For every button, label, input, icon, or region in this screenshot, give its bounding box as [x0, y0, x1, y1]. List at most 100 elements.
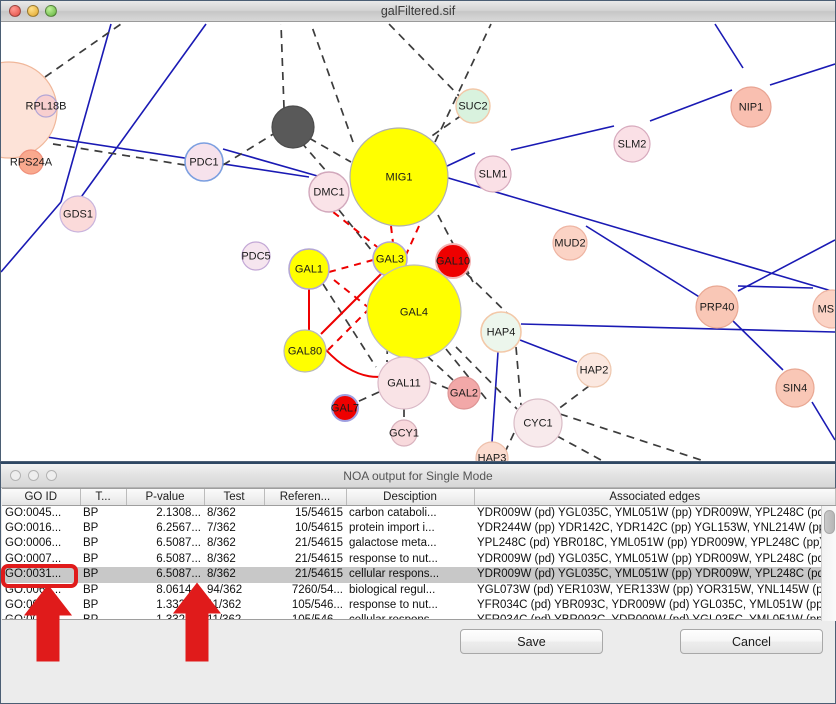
column-header-reference[interactable]: Referen...	[264, 489, 347, 506]
node-circle[interactable]	[730, 86, 772, 128]
node-circle[interactable]	[775, 368, 815, 408]
node-circle[interactable]	[283, 329, 327, 373]
graph-node[interactable]: SIN4	[775, 368, 815, 408]
node-circle[interactable]	[377, 356, 431, 410]
node-circle[interactable]	[513, 398, 563, 448]
graph-node[interactable]: HAP4	[480, 311, 522, 353]
save-button[interactable]: Save	[460, 629, 603, 654]
results-table-container[interactable]: GO ID T... P-value Test Referen... Desci…	[2, 488, 836, 621]
node-circle[interactable]	[474, 155, 512, 193]
node-circle[interactable]	[1, 61, 58, 159]
cell-reference: 105/546...	[264, 613, 346, 619]
results-table-body-scroll[interactable]: GO:0045... BP 2.1308... 8/362 15/54615 carbon…	[2, 506, 836, 619]
cell-type: BP	[80, 567, 126, 583]
graph-node[interactable]: CYC1	[513, 398, 563, 448]
close-button[interactable]	[10, 470, 21, 481]
node-circle[interactable]	[184, 142, 224, 182]
graph-node[interactable]: GAL80	[283, 329, 327, 373]
node-circle[interactable]	[308, 171, 350, 213]
node-circle[interactable]	[455, 88, 491, 124]
scrollbar-thumb[interactable]	[824, 510, 835, 534]
table-row[interactable]: GO:0031... BP 1.3324... 11/362 105/546... res…	[2, 598, 836, 613]
dialog-button-row: Save Cancel	[1, 621, 836, 661]
network-canvas[interactable]: RPL18B RPS24A GDS1 PDC1 PDC5 DMC1 MIG1 SUC2 SLM1…	[1, 22, 835, 461]
graph-node[interactable]	[1, 61, 58, 159]
table-row[interactable]: GO:0007... BP 6.5087... 8/362 21/54615 respon…	[2, 552, 836, 567]
cell-reference: 21/54615	[264, 567, 346, 583]
cancel-button[interactable]: Cancel	[680, 629, 823, 654]
graph-node[interactable]: GAL2	[447, 376, 481, 410]
minimize-button[interactable]	[27, 5, 39, 17]
graph-node[interactable]: SLM1	[474, 155, 512, 193]
pp-edge	[491, 351, 499, 443]
cell-description: galactose meta...	[349, 537, 437, 550]
graph-node[interactable]: SLM2	[613, 125, 651, 163]
column-header-p-value[interactable]: P-value	[126, 489, 205, 506]
graph-node[interactable]: PDC1	[184, 142, 224, 182]
node-circle[interactable]	[288, 248, 330, 290]
window-controls[interactable]	[9, 5, 57, 17]
node-circle[interactable]	[34, 94, 58, 118]
graph-node[interactable]: DMC1	[308, 171, 350, 213]
graph-node[interactable]: MSL5	[812, 289, 835, 329]
noa-titlebar[interactable]: NOA output for Single Mode	[1, 464, 835, 488]
column-header-go-id[interactable]: GO ID	[2, 489, 81, 506]
node-circle[interactable]	[447, 376, 481, 410]
graph-node[interactable]: GAL11	[377, 356, 431, 410]
graph-node[interactable]: PRP40	[695, 285, 739, 329]
node-circle[interactable]	[552, 225, 588, 261]
zoom-button[interactable]	[45, 5, 57, 17]
node-circle[interactable]	[331, 394, 359, 422]
column-header-type[interactable]: T...	[80, 489, 127, 506]
nodes-layer[interactable]: RPL18BRPS24AGDS1PDC1PDC5DMC1MIG1SUC2SLM1…	[1, 61, 835, 461]
node-circle[interactable]	[812, 289, 835, 329]
graph-node[interactable]: MIG1	[349, 127, 449, 227]
close-button[interactable]	[9, 5, 21, 17]
graph-node[interactable]: NIP1	[730, 86, 772, 128]
table-row[interactable]: GO:0031...BP1.3324...11/362105/546...cel…	[2, 613, 836, 619]
node-circle[interactable]	[613, 125, 651, 163]
node-circle[interactable]	[349, 127, 449, 227]
graph-node[interactable]: GDS1	[59, 195, 97, 233]
graph-node[interactable]	[271, 105, 315, 149]
zoom-button[interactable]	[46, 470, 57, 481]
node-circle[interactable]	[695, 285, 739, 329]
node-circle[interactable]	[475, 441, 509, 461]
graph-node[interactable]: GAL1	[288, 248, 330, 290]
pp-edge	[714, 23, 744, 69]
highlight-edge-dashed	[328, 259, 374, 273]
table-row[interactable]: GO:0045... BP 2.1308... 8/362 15/54615 carbon…	[2, 506, 836, 521]
noa-window-controls[interactable]	[10, 470, 57, 481]
node-circle[interactable]	[241, 241, 271, 271]
graph-node[interactable]: GCY1	[389, 419, 419, 447]
node-circle[interactable]	[18, 149, 44, 175]
node-circle[interactable]	[390, 419, 418, 447]
graph-node[interactable]: GAL4	[366, 264, 462, 360]
minimize-button[interactable]	[28, 470, 39, 481]
network-titlebar[interactable]: galFiltered.sif	[1, 1, 835, 22]
cell-p-value: 8.0614...	[156, 583, 201, 596]
graph-node[interactable]: GAL7	[331, 394, 359, 422]
table-row[interactable]: GO:0016... BP 6.2567... 7/362 10/54615 protei…	[2, 521, 836, 536]
table-row[interactable]: GO:0031... BP 6.5087... 8/362 21/54615 cellul…	[2, 567, 836, 583]
column-header-associated-edges[interactable]: Associated edges	[474, 489, 836, 506]
cell-associated-edges: YFR034C (pd) YBR093C, YDR009W (pd) YGL03…	[477, 598, 836, 611]
column-header-description[interactable]: Desciption	[346, 489, 475, 506]
table-vertical-scrollbar[interactable]	[821, 506, 836, 621]
graph-node[interactable]: HAP3	[475, 441, 509, 461]
node-circle[interactable]	[435, 243, 471, 279]
graph-node[interactable]: PDC5	[241, 241, 271, 271]
network-graph[interactable]: RPL18BRPS24AGDS1PDC1PDC5DMC1MIG1SUC2SLM1…	[1, 22, 835, 461]
column-header-test[interactable]: Test	[204, 489, 265, 506]
graph-node[interactable]: SUC2	[455, 88, 491, 124]
graph-node[interactable]: HAP2	[576, 352, 612, 388]
node-circle[interactable]	[271, 105, 315, 149]
graph-node[interactable]: MUD2	[552, 225, 588, 261]
node-circle[interactable]	[59, 195, 97, 233]
table-row[interactable]: GO:0006... BP 6.5087... 8/362 21/54615 galact…	[2, 536, 836, 551]
node-circle[interactable]	[480, 311, 522, 353]
table-row[interactable]: GO:0065... BP 8.0614... 94/362 7260/54... bio…	[2, 583, 836, 598]
node-circle[interactable]	[576, 352, 612, 388]
cell-reference: 21/54615	[295, 537, 343, 550]
node-circle[interactable]	[366, 264, 462, 360]
